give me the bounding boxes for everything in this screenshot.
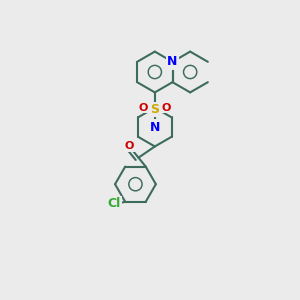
Text: Cl: Cl: [107, 197, 121, 210]
Text: O: O: [124, 142, 134, 152]
Text: O: O: [161, 103, 171, 113]
Text: S: S: [150, 103, 159, 116]
Text: N: N: [167, 55, 178, 68]
Text: O: O: [139, 103, 148, 113]
Text: N: N: [150, 121, 160, 134]
